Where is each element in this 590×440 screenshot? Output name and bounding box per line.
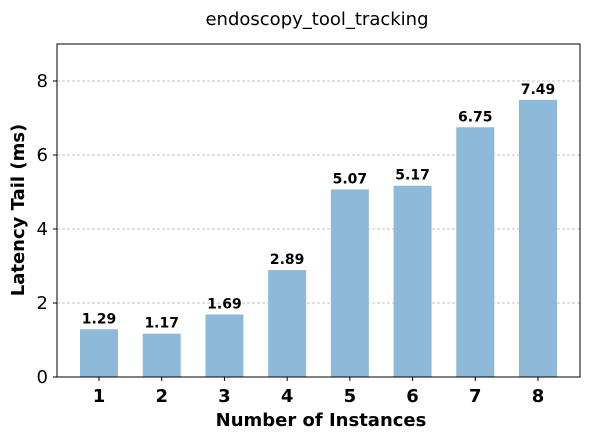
- plot-frame: [56, 43, 581, 378]
- bar-value-label: 2.89: [270, 252, 305, 268]
- x-tick-label: 1: [93, 386, 106, 407]
- bar-value-label: 5.07: [333, 171, 368, 187]
- y-axis-label: Latency Tail (ms): [8, 124, 29, 297]
- bars: [80, 99, 557, 378]
- x-tick-label: 4: [281, 386, 294, 407]
- bar-1: [80, 329, 118, 377]
- y-tick-label: 6: [37, 145, 48, 166]
- bar-3: [205, 314, 244, 377]
- bar-7: [456, 127, 495, 377]
- bar-value-label: 1.29: [82, 311, 117, 327]
- bar-value-labels: 1.29 1.17 1.69 2.89 5.07 5.17 6.75 7.49: [82, 82, 556, 332]
- grid-lines: [57, 80, 580, 304]
- x-tick-label: 8: [532, 386, 545, 407]
- bar-5: [330, 189, 369, 377]
- x-tick-label: 3: [218, 386, 231, 407]
- x-tick-label: 2: [155, 386, 168, 407]
- bar-4: [268, 270, 307, 377]
- y-tick-label: 2: [37, 293, 48, 314]
- x-tick-label: 7: [469, 386, 482, 407]
- y-tick-label: 8: [37, 71, 48, 92]
- bar-8: [519, 99, 557, 378]
- bar-6: [393, 185, 432, 377]
- chart-title: endoscopy_tool_tracking: [205, 9, 428, 30]
- x-axis-label: Number of Instances: [216, 410, 427, 431]
- y-axis-ticks: 0 2 4 6 8: [37, 71, 57, 388]
- bar-2: [142, 333, 181, 377]
- bar-value-label: 7.49: [521, 82, 556, 98]
- x-axis-ticks: 1 2 3 4 5 6 7 8: [93, 377, 545, 407]
- x-tick-label: 5: [344, 386, 357, 407]
- x-tick-label: 6: [406, 386, 419, 407]
- y-tick-label: 4: [37, 219, 48, 240]
- y-tick-label: 0: [37, 367, 48, 388]
- bar-value-label: 1.17: [144, 316, 179, 332]
- bar-value-label: 1.69: [207, 296, 242, 312]
- bar-value-label: 6.75: [458, 109, 493, 125]
- bar-value-label: 5.17: [395, 168, 430, 184]
